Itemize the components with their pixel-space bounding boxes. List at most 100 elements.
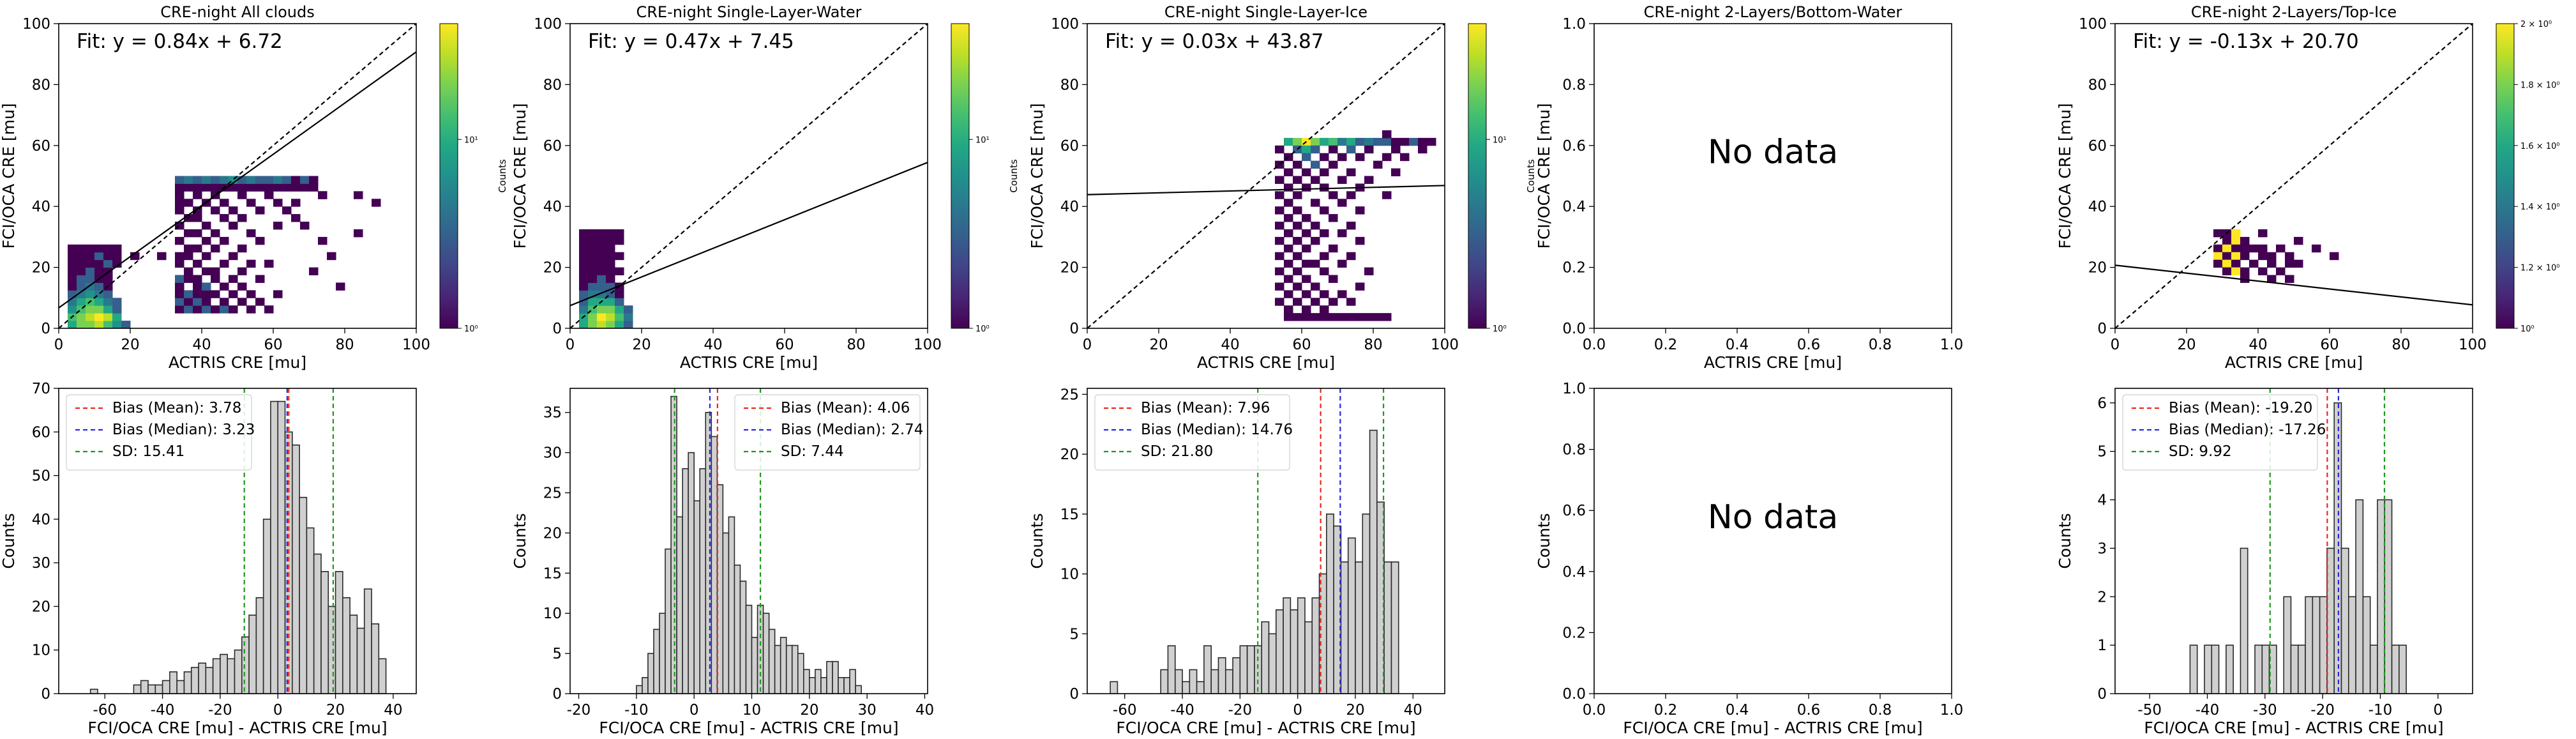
density-cell (1302, 275, 1311, 283)
density-cell (220, 236, 229, 245)
density-cell (2267, 275, 2277, 283)
density-cell (86, 313, 95, 321)
density-cell (579, 275, 589, 283)
y-tick-label: 4 (2097, 492, 2107, 509)
density-cell (103, 321, 113, 328)
legend-entry: Bias (Median): 2.74 (781, 422, 923, 438)
density-cell (1320, 206, 1329, 215)
colorbar-tick-label: 1.4 × 10⁰ (2520, 202, 2560, 212)
density-cell (606, 321, 615, 328)
y-tick-label: 50 (32, 468, 50, 485)
x-tick-label: 1.0 (1940, 702, 1964, 719)
density-cell (202, 298, 211, 306)
density-cell (309, 176, 319, 184)
fit-label-equation: y = 0.03x + 43.87 (1141, 30, 1324, 53)
density-cell (229, 183, 238, 192)
density-cell (202, 176, 211, 184)
histogram-bar (1182, 681, 1191, 694)
density-cell (416, 176, 426, 184)
density-cell (2222, 252, 2232, 261)
density-cell (175, 191, 185, 199)
y-tick-label: 0 (552, 686, 562, 703)
density-cell (1311, 222, 1320, 230)
x-axis-label: ACTRIS CRE [mu] (2225, 353, 2363, 372)
density-cell (2213, 244, 2223, 253)
y-tick-label: 15 (1060, 507, 1079, 523)
y-tick-label: 60 (2088, 138, 2107, 155)
x-tick-label: 0.4 (1726, 337, 1749, 353)
y-tick-label: 2 (2097, 589, 2107, 606)
legend-entry: SD: 21.80 (1141, 443, 1213, 460)
density-cell (1275, 176, 1284, 184)
density-cell (68, 305, 77, 314)
axes-frame (1593, 23, 1952, 329)
legend-box (1094, 394, 1290, 471)
density-cell (1293, 137, 1302, 146)
x-tick-label: 20 (2177, 337, 2196, 353)
density-cell (264, 183, 274, 192)
histogram-bar (2305, 596, 2314, 694)
density-cell (220, 282, 229, 291)
density-cell (2285, 252, 2294, 261)
density-cell (211, 305, 220, 314)
histogram-bar (234, 649, 243, 694)
y-axis-label: FCI/OCA CRE [mu] (0, 103, 18, 248)
density-cell (1275, 298, 1284, 306)
colorbar-tick-label: 10¹ (1493, 135, 1507, 145)
density-cell (1284, 229, 1293, 238)
density-cell (2285, 275, 2294, 283)
density-cell (416, 183, 426, 191)
density-cell (1302, 153, 1311, 162)
density-cell (1302, 313, 1311, 321)
density-cell (211, 183, 220, 192)
legend-entry: Bias (Median): -17.26 (2169, 422, 2326, 438)
density-cell (1311, 298, 1320, 306)
density-cell (1302, 214, 1311, 222)
density-cell (211, 229, 220, 238)
density-cell (1355, 236, 1365, 245)
plot-area (89, 388, 387, 694)
histogram-bar (1210, 669, 1219, 694)
y-tick-label: 40 (543, 199, 562, 215)
density-cell (193, 214, 202, 222)
histogram-bar (2362, 596, 2371, 694)
scatter-density-panel: CRE-night 2-Layers/Bottom-Water No data 0.… (1535, 3, 1963, 372)
colorbar (1468, 23, 1487, 329)
y-tick-label: 20 (1060, 260, 1079, 277)
density-cell (1400, 153, 1410, 162)
density-cell (1320, 290, 1329, 298)
plot-area (1087, 24, 1445, 328)
density-cell (1284, 199, 1293, 207)
density-cell (1320, 229, 1329, 238)
density-cell (202, 267, 211, 276)
y-tick-label: 100 (22, 16, 50, 33)
histogram-bar (205, 667, 214, 694)
density-cell (68, 298, 77, 306)
y-tick-label: 80 (1060, 77, 1079, 93)
density-cell (597, 252, 606, 261)
x-tick-label: 20 (632, 337, 651, 353)
density-cell (588, 321, 598, 328)
density-cell (588, 313, 598, 321)
density-cell (1311, 236, 1320, 245)
density-cell (579, 290, 589, 298)
one-to-one-line (1087, 24, 1445, 328)
colorbar (951, 23, 970, 329)
density-cell (2258, 229, 2268, 238)
y-axis-label: Counts (1028, 513, 1046, 568)
x-tick-label: 40 (704, 337, 722, 353)
histogram-bar (2340, 547, 2349, 694)
density-cell (68, 290, 77, 298)
histogram-bar (762, 613, 770, 694)
density-cell (175, 183, 185, 192)
density-cell (2258, 252, 2268, 261)
histogram-bar (1311, 597, 1320, 694)
x-axis-label: FCI/OCA CRE [mu] - ACTRIS CRE [mu] (1623, 719, 1922, 737)
density-cell (1346, 313, 1356, 321)
density-cell (2249, 259, 2259, 268)
x-tick-label: 0.2 (1654, 337, 1678, 353)
density-cell (202, 305, 211, 314)
density-cell (264, 259, 274, 268)
density-cell (184, 275, 193, 283)
y-tick-label: 0.0 (1562, 686, 1586, 703)
